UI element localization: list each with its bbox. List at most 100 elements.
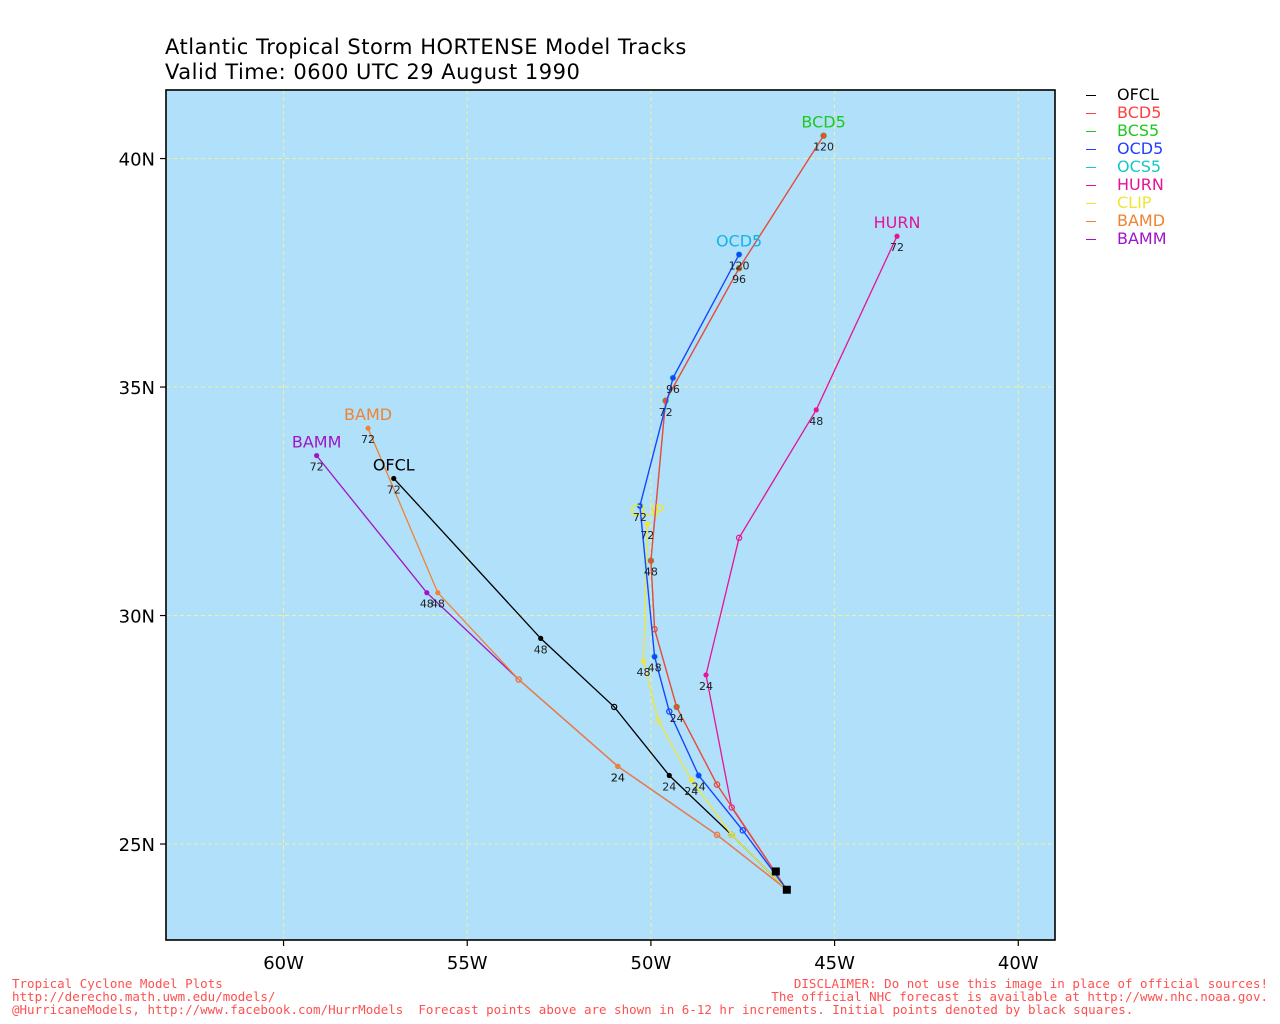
track-line-bcd5 [650, 135, 825, 891]
legend-swatch [1086, 166, 1096, 168]
legend-item-ocd5: OCD5 [1086, 140, 1167, 158]
legend-swatch [1086, 238, 1096, 240]
forecast-hour-label: 72 [387, 483, 401, 496]
chart-title: Atlantic Tropical Storm HORTENSE Model T… [165, 35, 687, 59]
legend-item-clip: CLIP [1086, 194, 1167, 212]
track-point-clip [640, 658, 647, 664]
legend-swatch [1086, 148, 1096, 150]
y-tick-label: 25N [119, 835, 155, 856]
forecast-hour-label: 24 [684, 785, 698, 798]
track-point-ocd5 [696, 772, 702, 779]
legend-label: HURN [1117, 175, 1164, 194]
track-point-hurn [894, 233, 900, 239]
axis-ticks: 60W 55W 50W 45W 40W 25N 30N 35N 40N [119, 150, 1039, 974]
footer-left-2: http://derecho.math.uwm.edu/models/ [12, 989, 276, 1004]
track-point-bamd [615, 763, 621, 769]
forecast-hour-label: 24 [662, 780, 676, 793]
x-tick-label: 40W [998, 953, 1039, 974]
legend-swatch [1086, 112, 1096, 114]
forecast-hour-label: 48 [809, 415, 823, 428]
legend-label: BAMD [1117, 211, 1166, 230]
track-point-ofcl [391, 475, 397, 482]
track-label-bamm: BAMM [292, 433, 342, 452]
track-point-bamm [314, 452, 320, 459]
track-label-bamd: BAMD [344, 405, 392, 424]
forecast-hour-label: 48 [431, 598, 445, 611]
y-tick-label: 30N [119, 607, 155, 628]
forecast-hour-label: 96 [732, 273, 746, 286]
track-point-bcd5 [736, 265, 742, 271]
track-point-clip [655, 717, 662, 724]
track-point-clip [644, 521, 650, 527]
footer-left-1: Tropical Cyclone Model Plots [12, 976, 223, 991]
track-point-ocd5 [651, 654, 658, 660]
x-tick-label: 45W [814, 953, 855, 974]
forecast-hour-label: 72 [633, 511, 647, 524]
x-tick-label: 55W [447, 953, 488, 974]
track-point-ocd5 [736, 251, 742, 258]
footer-right-1: DISCLAIMER: Do not use this image in pla… [793, 976, 1268, 991]
track-point-hurn [728, 804, 735, 811]
chart-subtitle: Valid Time: 0600 UTC 29 August 1990 [165, 60, 581, 84]
track-label-ofcl: OFCL [373, 455, 415, 474]
track-labels: 24 48 72 BAMM 24 48 72 BAMD 24 48 72 OFCL 24 48 72 HURN… [292, 113, 921, 798]
track-point-bamd [515, 676, 522, 683]
grid [166, 90, 1055, 940]
track-line-bamd [367, 427, 788, 891]
legend-item-bamm: BAMM [1086, 230, 1167, 248]
forecast-hour-label: 24 [611, 771, 625, 784]
track-line-ocd5 [639, 254, 788, 891]
legend-swatch [1086, 130, 1096, 132]
forecast-hour-label: 48 [637, 666, 651, 679]
legend-label: OCD5 [1117, 139, 1164, 158]
forecast-hour-label: 72 [659, 406, 673, 419]
legend-item-hurn: HURN [1086, 176, 1167, 194]
legend-label: OCS5 [1117, 157, 1162, 176]
plot-background [166, 90, 1055, 940]
track-point-bcd5 [820, 133, 827, 139]
forecast-hour-label: 24 [670, 712, 684, 725]
forecast-hour-label: 96 [666, 383, 680, 396]
forecast-hour-label: 24 [692, 780, 706, 793]
forecast-hour-label: 24 [699, 680, 713, 693]
legend-label: BCD5 [1117, 103, 1162, 122]
forecast-hour-label: 72 [890, 241, 904, 254]
legend-item-bcs5: BCS5 [1086, 122, 1167, 140]
model-tracks [314, 132, 900, 891]
forecast-hour-label: 120 [729, 260, 750, 273]
legend-swatch [1086, 94, 1096, 96]
x-tick-label: 60W [263, 953, 304, 974]
forecast-hour-label: 48 [644, 566, 658, 579]
track-point-bamd [713, 831, 721, 839]
forecast-hour-label: 120 [813, 141, 834, 154]
track-label-clip: CLIP [630, 501, 665, 520]
track-point-bcd5 [648, 558, 654, 564]
initial-point-square [782, 885, 791, 894]
legend-item-ofcl: OFCL [1086, 86, 1167, 104]
track-point-bamm [424, 590, 430, 596]
legend-label: CLIP [1117, 193, 1152, 212]
track-line-clip [642, 524, 788, 891]
legend-label: OFCL [1117, 85, 1159, 104]
legend-swatch [1086, 184, 1096, 186]
footer-right-2: The official NHC forecast is available a… [771, 989, 1268, 1004]
forecast-hour-label: 48 [648, 662, 662, 675]
track-label-bcd5: BCD5 [801, 113, 845, 132]
track-point-ocd5 [670, 375, 676, 381]
track-point-hurn [813, 407, 819, 413]
track-label-hurn: HURN [874, 213, 921, 232]
forecast-hour-label: 24 [611, 771, 625, 784]
track-point-ofcl [666, 772, 672, 779]
track-point-ocd5 [637, 503, 643, 509]
track-point-ofcl [610, 703, 618, 711]
track-label-ocd5: OCD5 [716, 232, 762, 251]
legend-item-bcd5: BCD5 [1086, 104, 1167, 122]
track-point-clip [728, 831, 735, 839]
x-tick-label: 50W [631, 953, 672, 974]
legend-item-ocs5: OCS5 [1086, 158, 1167, 176]
track-point-bcd5 [713, 781, 721, 788]
plot-frame [165, 89, 1056, 941]
forecast-hour-label: 48 [420, 598, 434, 611]
initial-point-square [771, 867, 780, 876]
